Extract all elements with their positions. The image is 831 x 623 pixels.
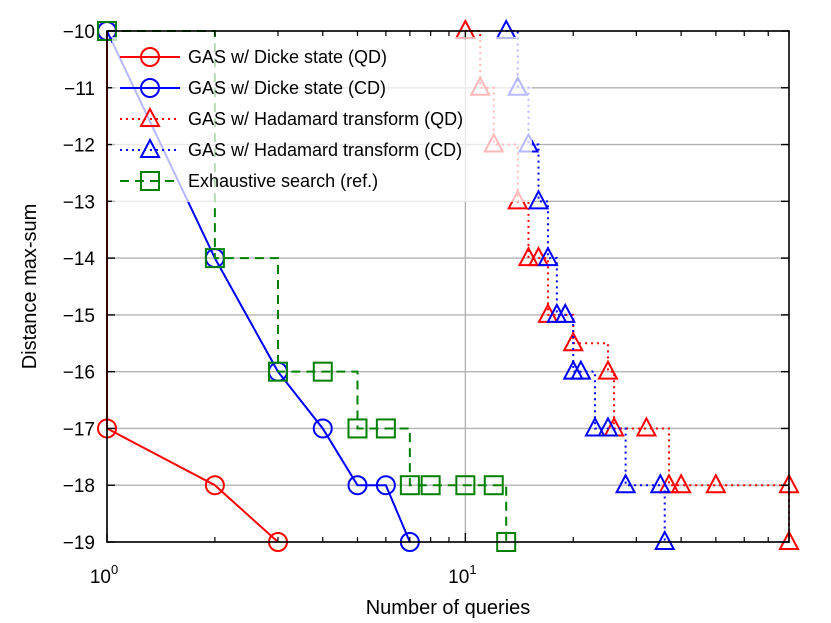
data-point bbox=[375, 475, 396, 496]
data-point bbox=[204, 248, 225, 269]
data-point bbox=[204, 475, 225, 496]
data-point bbox=[347, 418, 368, 439]
series-line bbox=[465, 30, 790, 542]
legend-label: GAS w/ Hadamard transform (QD) bbox=[188, 109, 463, 129]
y-tick-label: −11 bbox=[64, 79, 95, 100]
y-tick-label: −10 bbox=[63, 22, 95, 43]
data-point bbox=[347, 475, 368, 496]
plot-frame bbox=[106, 30, 790, 543]
data-point bbox=[603, 416, 625, 437]
data-point bbox=[455, 475, 476, 496]
data-point bbox=[778, 529, 800, 550]
series-line bbox=[506, 30, 666, 542]
data-point bbox=[670, 473, 692, 494]
x-axis-title: Number of queries bbox=[366, 597, 531, 619]
y-axis-title: Distance max-sum bbox=[19, 204, 41, 370]
legend-label: GAS w/ Dicke state (CD) bbox=[188, 78, 386, 98]
data-point bbox=[537, 245, 559, 267]
data-point bbox=[312, 361, 333, 382]
y-tick-label: −18 bbox=[63, 476, 95, 497]
data-point bbox=[267, 361, 288, 382]
data-point bbox=[597, 359, 619, 380]
y-tick-label: −15 bbox=[63, 306, 95, 327]
y-tick-label: −14 bbox=[63, 249, 96, 270]
data-point bbox=[420, 475, 441, 496]
series-line bbox=[107, 30, 508, 542]
legend-label: GAS w/ Hadamard transform (CD) bbox=[188, 140, 462, 160]
legend-label: Exhaustive search (ref.) bbox=[188, 171, 378, 191]
legend-marker bbox=[140, 78, 160, 98]
legend: GAS w/ Dicke state (QD) GAS w/ Dicke stat… bbox=[112, 37, 532, 202]
data-point bbox=[483, 475, 504, 496]
y-tick-label: −13 bbox=[63, 192, 95, 213]
data-point bbox=[554, 302, 576, 323]
y-tick-label: −17 bbox=[63, 419, 95, 440]
legend-marker bbox=[140, 171, 160, 191]
data-point bbox=[312, 418, 333, 439]
data-point bbox=[562, 331, 584, 352]
x-tick-label: 101 bbox=[448, 562, 476, 588]
legend-label: GAS w/ Dicke state (QD) bbox=[188, 47, 387, 67]
data-point bbox=[527, 189, 550, 210]
data-point bbox=[570, 359, 592, 380]
data-point bbox=[649, 473, 672, 494]
data-point bbox=[537, 302, 559, 323]
data-point bbox=[705, 473, 727, 494]
data-point bbox=[635, 416, 658, 437]
legend-box bbox=[112, 37, 532, 202]
legend-marker bbox=[139, 106, 161, 127]
data-point bbox=[654, 529, 676, 550]
y-tick-label: −16 bbox=[63, 363, 95, 384]
y-tick-label: −19 bbox=[63, 533, 95, 554]
legend-marker bbox=[140, 47, 160, 67]
data-point bbox=[584, 416, 606, 437]
y-tick-label: −12 bbox=[63, 136, 95, 157]
x-tick-label: 100 bbox=[90, 562, 118, 588]
data-point bbox=[375, 418, 396, 439]
data-point bbox=[614, 473, 637, 494]
data-point bbox=[399, 475, 420, 496]
data-point bbox=[495, 18, 517, 39]
data-point bbox=[597, 416, 619, 437]
legend-marker bbox=[139, 137, 161, 158]
